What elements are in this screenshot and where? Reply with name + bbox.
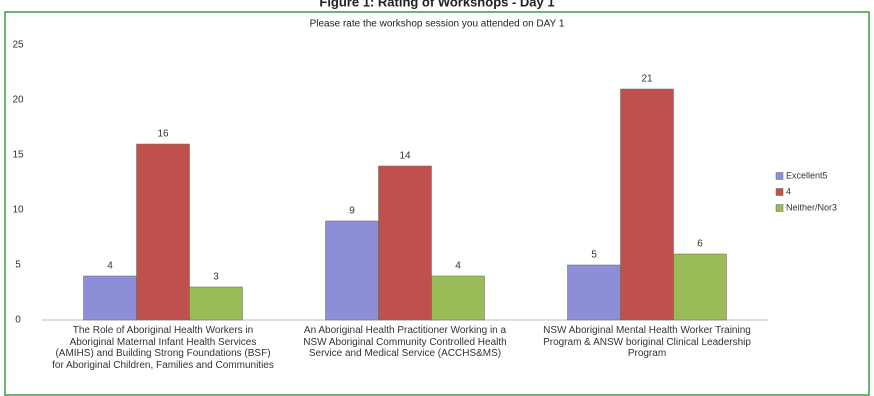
data-label: 14	[399, 151, 411, 162]
bar	[136, 143, 190, 321]
y-tick-label: 20	[12, 95, 24, 106]
data-label: 3	[213, 272, 219, 283]
legend-swatch	[775, 204, 784, 212]
data-label: 21	[641, 74, 653, 85]
data-label: 16	[157, 129, 169, 140]
y-tick-label: 15	[12, 150, 24, 161]
legend-swatch	[775, 172, 784, 180]
bar	[83, 275, 137, 321]
chart-title: Figure 1: Rating of Workshops - Day 1	[319, 0, 554, 9]
chart-subtitle: Please rate the workshop session you att…	[310, 19, 565, 30]
x-tick-label: An Aboriginal Health Practitioner Workin…	[303, 325, 507, 359]
x-tick-label: NSW Aboriginal Mental Health Worker Trai…	[543, 325, 751, 359]
bar	[431, 275, 485, 321]
y-tick-label: 25	[12, 40, 24, 51]
data-label: 4	[455, 261, 461, 272]
y-tick-label: 0	[15, 315, 21, 326]
x-tick-label: The Role of Aboriginal Health Workers in…	[52, 325, 274, 371]
y-tick-label: 5	[15, 260, 21, 271]
data-label: 9	[349, 206, 355, 217]
bar	[567, 264, 621, 321]
legend-label: Neither/Nor3	[786, 202, 837, 212]
legend-label: 4	[786, 186, 791, 196]
bar	[378, 165, 432, 321]
bar	[325, 220, 379, 321]
bar	[673, 253, 727, 321]
legend-label: Excellent5	[786, 170, 828, 180]
bar	[620, 88, 674, 321]
data-label: 4	[107, 261, 113, 272]
data-label: 6	[697, 239, 703, 250]
legend-swatch	[775, 188, 784, 196]
y-tick-label: 10	[12, 205, 24, 216]
data-label: 5	[591, 250, 597, 261]
bar	[189, 286, 243, 321]
